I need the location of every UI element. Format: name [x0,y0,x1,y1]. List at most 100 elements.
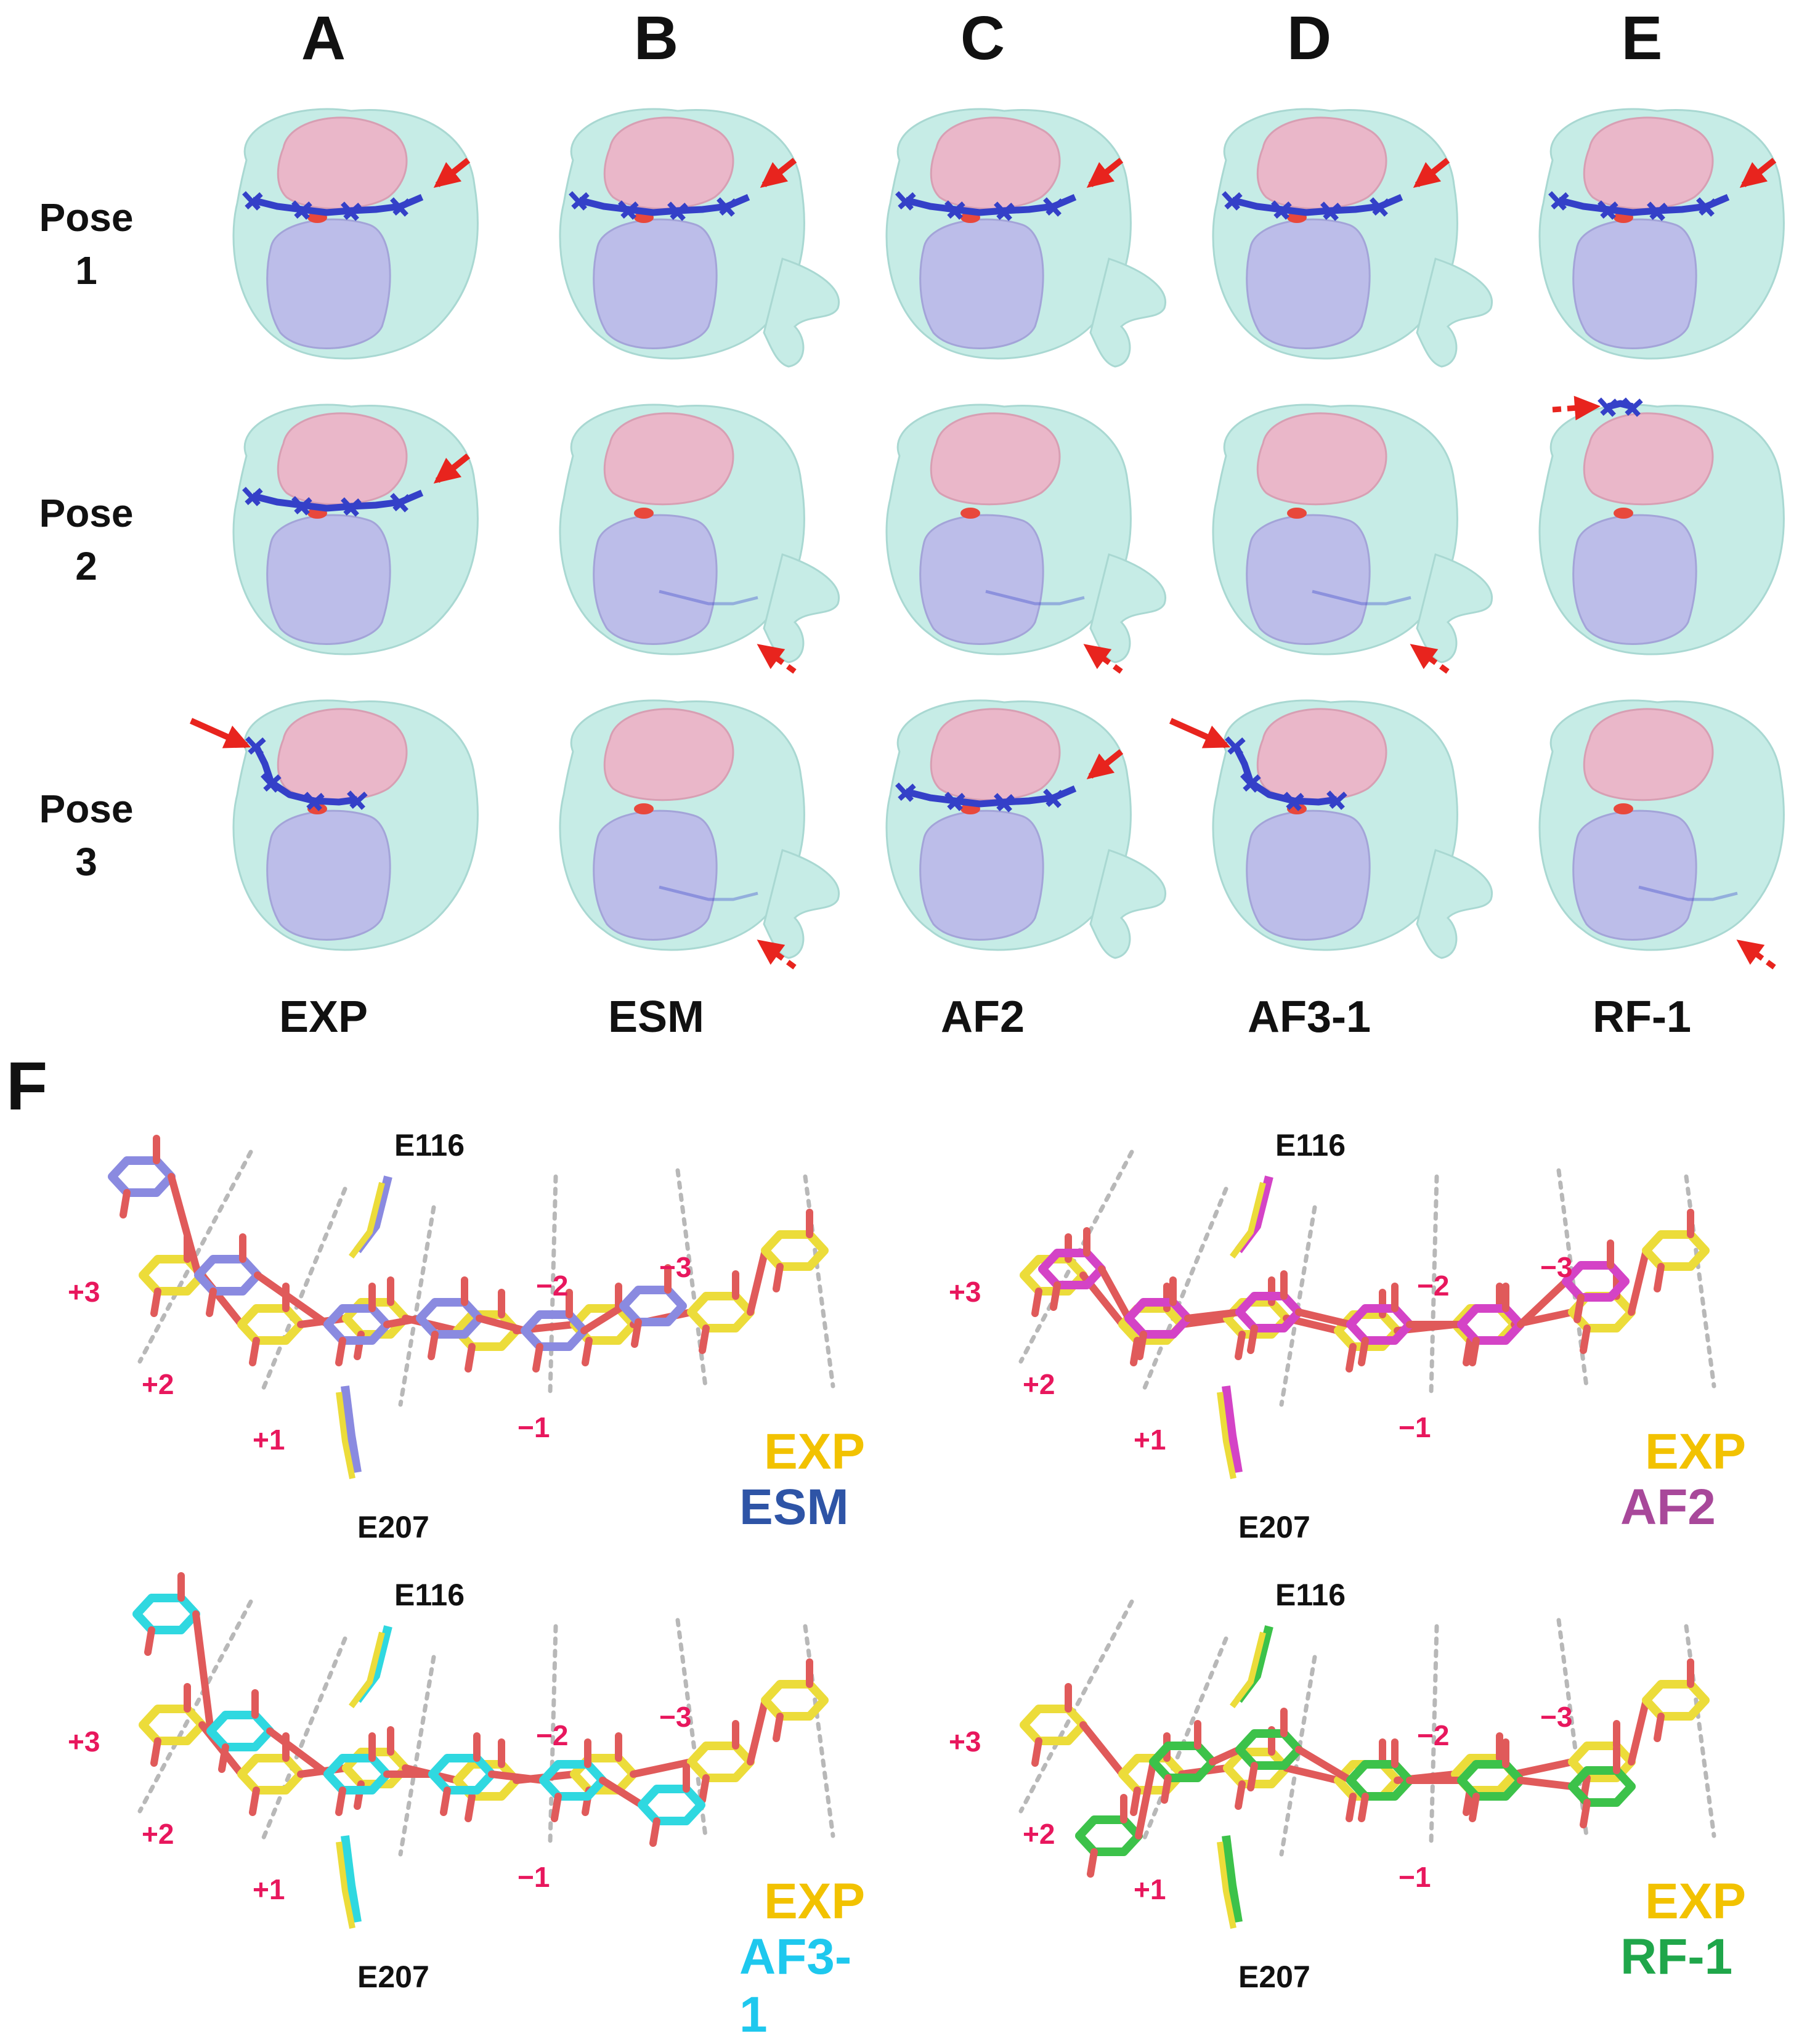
pose-arrow-solid [1086,158,1124,188]
pose-arrow-solid [1086,749,1124,779]
ligand-sticks [242,191,424,221]
ligand-sticks [1548,191,1730,221]
subsite-label-1: +3 [949,1726,981,1758]
subsite-label-6: −3 [1540,1701,1573,1733]
subsite-boundaries [137,1150,835,1407]
column-letter-a: A [301,4,346,73]
lavender-domain [1572,514,1697,645]
glutamate-sidechains [336,1175,392,1479]
residue-e207-label: E207 [357,1960,429,1994]
surface-tail [1089,258,1166,368]
ligand-sticks [1598,397,1643,417]
column-letter-e: E [1621,4,1663,73]
legend-predicted: AF3-1 [739,1929,852,2043]
residue-e116-label: E116 [1275,1128,1346,1162]
surface-tail [1416,849,1493,959]
pink-domain [1583,412,1714,506]
lavender-domain [593,809,718,941]
pose-arrow-dashed [1552,395,1601,421]
lavender-domain [593,514,718,645]
exp-ligand [139,1658,829,1822]
subsite-label-4: −1 [1399,1861,1431,1893]
legend-exp: EXP [1645,1424,1747,1480]
lavender-domain [266,809,391,941]
legend-predicted: ESM [739,1479,849,1535]
lavender-domain [919,514,1044,645]
method-label-esm: ESM [607,992,705,1042]
surface-tail [1416,258,1493,368]
pose-1-word: Pose [39,195,134,240]
subsite-label-5: −2 [1417,1719,1450,1751]
method-label-af2: AF2 [940,992,1025,1042]
lavender-domain [1246,514,1371,645]
lavender-domain [266,514,391,645]
ligand-sticks-faint [1312,590,1411,606]
panel-f-subpanel-4: E116 E207 +3 +2 +1 −1 −2 −3 EXP RF-1 [949,1577,1750,2008]
subsite-boundaries [1018,1150,1716,1407]
legend-predicted: RF-1 [1620,1929,1733,1985]
subsite-label-1: +3 [949,1276,981,1308]
residue-e116-label: E116 [394,1128,465,1162]
subsite-label-1: +3 [68,1726,100,1758]
predicted-ligand [108,1135,687,1373]
pink-domain [1256,116,1387,210]
catalytic-patch [1614,803,1633,814]
pose-2-number: 2 [75,544,97,589]
legend-exp: EXP [1645,1873,1747,1929]
glutamate-sidechains [1217,1625,1273,1929]
ligand-sticks [569,191,750,221]
pose-arrow-solid [433,453,471,484]
glutamate-sidechains [336,1625,392,1929]
pose-3-word: Pose [39,787,134,831]
residue-e116-label: E116 [1275,1578,1346,1612]
subsite-label-5: −2 [536,1270,569,1302]
pink-domain [603,412,734,506]
ligand-sticks [895,782,1077,813]
subsite-label-5: −2 [536,1719,569,1751]
pink-domain [277,116,408,210]
pose-1-label: Pose 1 [18,191,154,298]
pink-domain [603,708,734,801]
protein-surface-r1-c1 [232,108,479,360]
lavender-domain [919,809,1044,941]
method-label-af3-1: AF3-1 [1247,992,1371,1042]
ligand-sticks [1222,191,1403,221]
legend-exp: EXP [764,1873,866,1929]
subsite-label-2: +2 [142,1368,174,1400]
pose-arrow-dashed [757,939,797,970]
pose-3-label: Pose 3 [18,782,154,889]
pose-2-word: Pose [39,491,134,535]
subsite-label-5: −2 [1417,1270,1450,1302]
protein-surface-r3-c5 [1538,699,1785,970]
predicted-ligand [132,1572,705,1847]
protein-surface-r2-c5 [1538,395,1785,655]
ligand-overlay [1018,1150,1716,1479]
ligand-sticks [245,736,368,811]
pink-domain [277,412,408,506]
ligand-overlay [108,1135,835,1479]
catalytic-patch [634,803,654,814]
protein-surface-r1-c4 [1212,108,1493,368]
lavender-domain [266,218,391,349]
catalytic-patch [960,508,980,519]
surface-tail [763,258,840,368]
protein-surface-r3-c4 [1169,699,1493,959]
pose-arrow-solid [760,158,797,188]
pose-arrow-solid [433,158,471,188]
residue-e207-label: E207 [357,1510,429,1544]
pose-1-number: 1 [75,248,97,293]
pose-2-label: Pose 2 [18,487,154,593]
pink-domain [1583,708,1714,801]
column-letter-d: D [1286,4,1332,73]
pose-arrow-dashed [757,644,797,674]
subsite-label-6: −3 [659,1701,692,1733]
subsite-label-6: −3 [1540,1251,1573,1283]
method-label-exp: EXP [278,992,368,1042]
lavender-domain [1246,809,1371,941]
subsite-label-2: +2 [142,1818,174,1850]
protein-surface-r2-c1 [232,404,479,655]
protein-surface-r2-c3 [885,404,1166,674]
pink-domain [930,116,1061,210]
pink-domain [603,116,734,210]
subsite-label-4: −1 [1399,1411,1431,1443]
